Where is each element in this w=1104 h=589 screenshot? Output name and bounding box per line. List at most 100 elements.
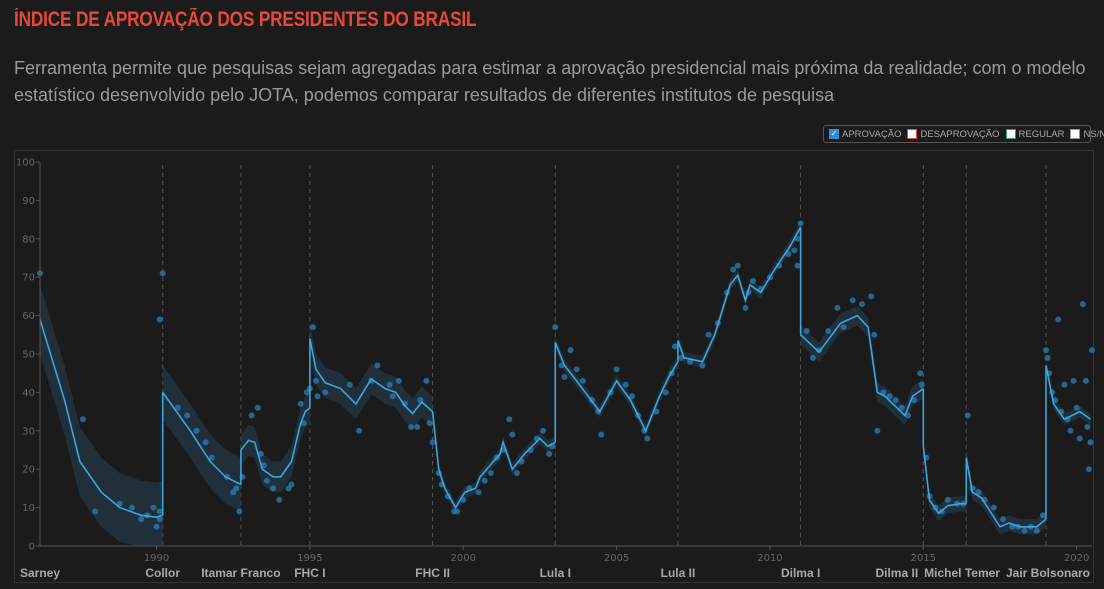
poll-point (487, 470, 494, 477)
poll-point (159, 270, 166, 277)
poll-point (435, 470, 442, 477)
legend-item-nsnr[interactable]: NS/NR (1070, 129, 1104, 140)
poll-point (451, 508, 458, 515)
poll-point (444, 493, 451, 500)
poll-point (816, 347, 823, 354)
trend-line (39, 319, 163, 519)
trend-line (677, 226, 802, 363)
poll-point (527, 447, 534, 453)
poll-point (871, 331, 878, 338)
poll-point (230, 489, 237, 496)
poll-point (558, 362, 565, 369)
poll-point (1070, 377, 1077, 384)
poll-point (886, 393, 893, 400)
legend-label: DESAPROVAÇÃO (920, 128, 1000, 140)
poll-point (438, 481, 445, 488)
checkbox-icon[interactable] (1005, 129, 1016, 139)
poll-point (466, 485, 473, 492)
legend-item-desaprovacao[interactable]: DESAPROVAÇÃO (907, 128, 1000, 140)
poll-point (1073, 404, 1080, 411)
poll-point (579, 377, 586, 384)
poll-point (938, 508, 945, 515)
poll-point (668, 370, 675, 377)
poll-point (858, 301, 865, 308)
poll-point (662, 389, 669, 396)
poll-point (613, 366, 620, 373)
poll-point (481, 477, 488, 484)
poll-point (687, 358, 694, 365)
poll-point (417, 397, 424, 404)
poll-point (423, 377, 430, 384)
y-tick-label: 60 (22, 311, 35, 322)
trend-line (309, 338, 434, 415)
poll-point (981, 496, 988, 503)
poll-point (635, 412, 642, 419)
checkbox-icon[interactable] (907, 129, 918, 139)
poll-point (426, 420, 433, 427)
poll-point (552, 324, 559, 331)
poll-point (1021, 527, 1028, 534)
legend-item-aprovacao[interactable]: ✓ APROVAÇÃO (829, 129, 901, 140)
poll-point (386, 381, 393, 388)
poll-point (734, 262, 741, 269)
poll-point (1027, 523, 1034, 530)
president-label: Sarney (20, 566, 60, 580)
poll-point (607, 389, 614, 396)
x-tick-label: 2020 (1064, 553, 1089, 564)
poll-point (303, 389, 310, 396)
president-label: Collor (145, 566, 180, 580)
poll-point (309, 324, 316, 331)
poll-point (297, 400, 304, 407)
poll-point (509, 431, 516, 438)
trend-line (240, 407, 311, 478)
poll-point (184, 412, 191, 419)
poll-point (533, 435, 540, 442)
poll-point (429, 439, 436, 446)
poll-point (368, 377, 375, 384)
x-tick-label: 2005 (604, 553, 629, 564)
president-label: Itamar Franco (201, 566, 280, 580)
poll-point (1015, 523, 1022, 530)
x-tick-label: 2010 (757, 553, 782, 564)
poll-point (454, 508, 461, 515)
poll-point (500, 447, 507, 453)
poll-point (401, 400, 408, 407)
president-label: Lula I (540, 566, 571, 580)
checkbox-icon[interactable] (1070, 129, 1081, 139)
president-label: FHC I (294, 566, 325, 580)
poll-point (156, 516, 163, 523)
y-tick-label: 20 (22, 465, 35, 476)
poll-point (932, 504, 939, 511)
poll-point (276, 496, 283, 503)
poll-point (785, 251, 792, 258)
poll-point (622, 381, 629, 388)
poll-point (506, 416, 513, 423)
poll-point (233, 485, 240, 492)
poll-point (493, 454, 500, 461)
checkbox-checked-icon[interactable]: ✓ (829, 129, 839, 139)
president-label: Michel Temer (924, 566, 1000, 580)
confidence-band (923, 438, 967, 522)
y-tick-label: 50 (22, 350, 35, 361)
legend-label: APROVAÇÃO (842, 128, 902, 140)
poll-point (918, 381, 925, 388)
poll-point (776, 262, 783, 269)
poll-point (742, 304, 749, 311)
poll-point (1089, 347, 1095, 354)
poll-point (1061, 381, 1068, 388)
trend-line (1045, 365, 1091, 421)
poll-point (248, 412, 255, 419)
poll-point (644, 435, 651, 442)
y-tick-label: 30 (22, 426, 35, 437)
y-tick-label: 100 (16, 158, 35, 169)
poll-point (1076, 435, 1083, 442)
y-tick-label: 70 (22, 273, 35, 284)
poll-point (589, 397, 596, 404)
poll-point (355, 427, 362, 434)
poll-point (374, 362, 381, 369)
confidence-band (432, 405, 556, 514)
poll-point (834, 304, 841, 311)
poll-point (1055, 316, 1062, 323)
legend-item-regular[interactable]: REGULAR (1005, 129, 1064, 140)
poll-point (1046, 370, 1053, 377)
